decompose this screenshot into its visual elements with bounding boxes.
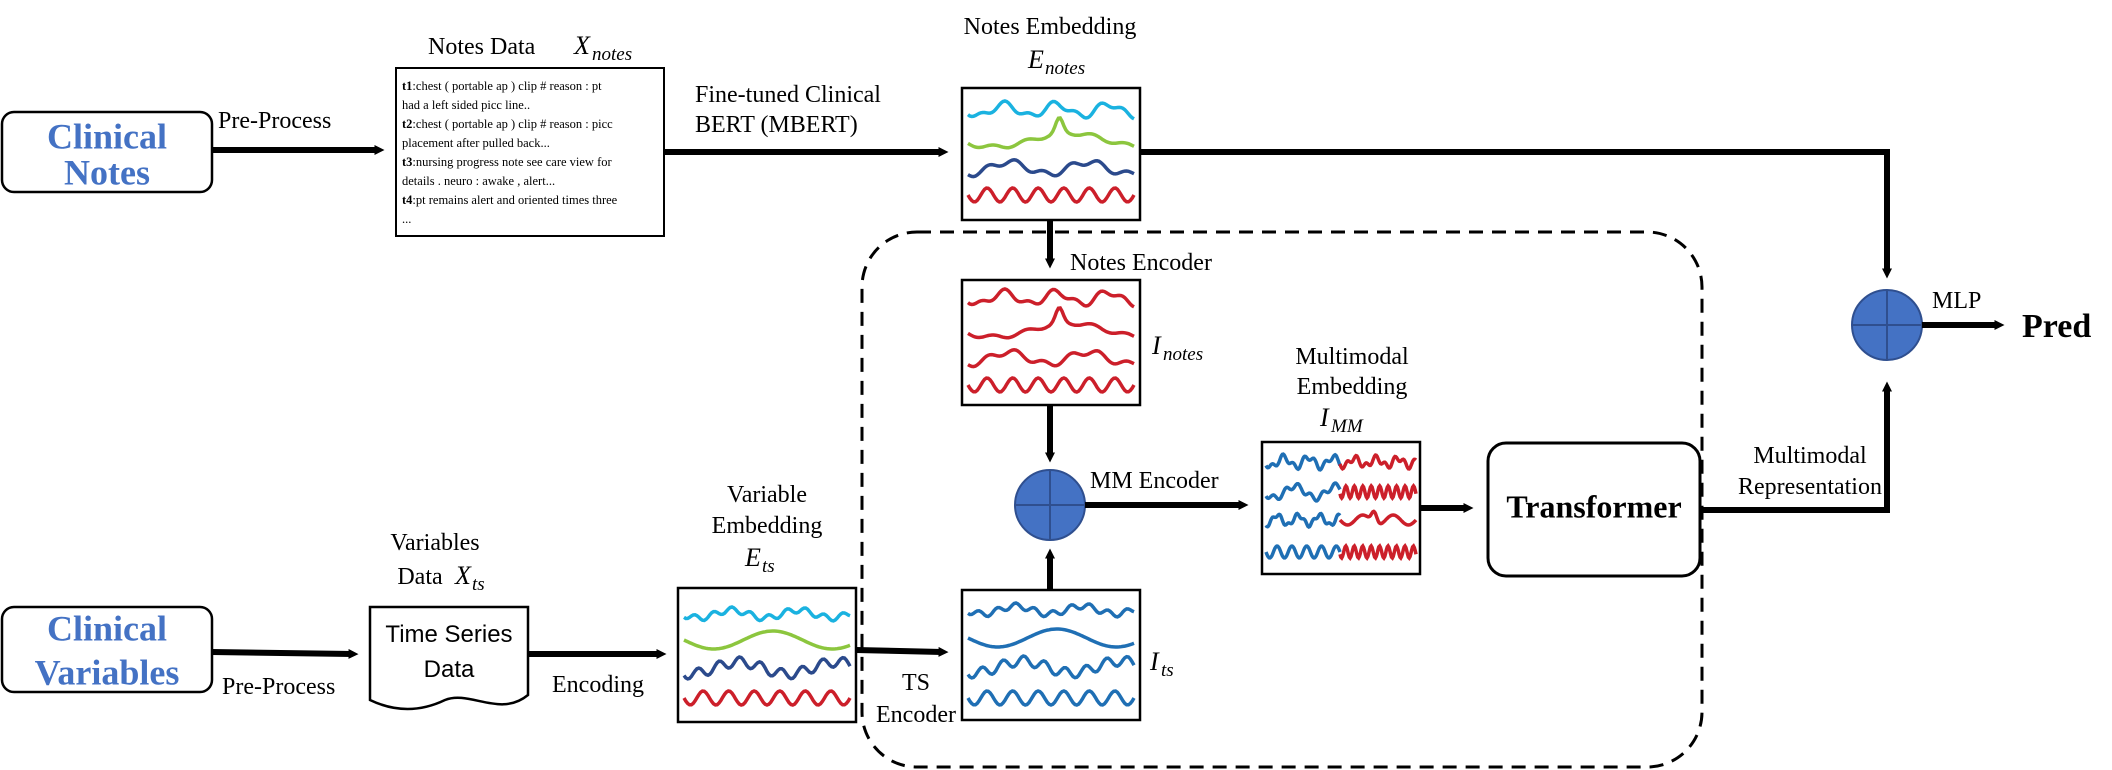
notes-data-var: X bbox=[573, 31, 591, 60]
i-ts-sub: ts bbox=[1161, 660, 1174, 681]
bert-label-2: BERT (MBERT) bbox=[695, 112, 858, 138]
mlp-fusion-node[interactable] bbox=[1851, 289, 1923, 361]
bert-label-1: Fine-tuned Clinical bbox=[695, 82, 881, 108]
waveform-line bbox=[967, 601, 1135, 619]
notes-text-line: t1:chest ( portable ap ) clip # reason :… bbox=[402, 79, 602, 93]
notes-text-line: placement after pulled back... bbox=[402, 136, 550, 150]
waveform-line bbox=[967, 116, 1135, 150]
clinical-variables-label-2: Variables bbox=[35, 652, 180, 692]
arrow-notes-to-mlp bbox=[1140, 149, 1892, 279]
notes-text-line: t2:chest ( portable ap ) clip # reason :… bbox=[402, 117, 613, 131]
i-ts-box[interactable] bbox=[960, 588, 1142, 722]
clinical-variables-label-1: Clinical bbox=[47, 608, 167, 648]
notes-data-sub: notes bbox=[592, 44, 632, 65]
variable-embedding-sub: ts bbox=[762, 556, 775, 577]
mm-embedding-sub: MM bbox=[1330, 416, 1364, 437]
waveform-line bbox=[1264, 452, 1342, 472]
waveform-line bbox=[967, 348, 1135, 369]
i-ts-waves bbox=[966, 601, 1136, 707]
notes-embedding-label: Notes Embedding bbox=[964, 14, 1137, 40]
notes-text-line: details . neuro : awake , alert... bbox=[402, 174, 555, 188]
clinical-variables-box[interactable] bbox=[0, 605, 214, 694]
mm-embedding-waves bbox=[1264, 452, 1418, 562]
i-notes-sub: notes bbox=[1163, 344, 1203, 365]
encoding-label: Encoding bbox=[552, 672, 644, 698]
waveform-line bbox=[966, 287, 1135, 309]
i-notes-box[interactable] bbox=[960, 278, 1142, 407]
variable-embedding-label-1: Variable bbox=[727, 482, 807, 508]
encoder-region bbox=[860, 230, 1704, 769]
waveform-line bbox=[1338, 453, 1418, 471]
notes-text-line: t4:pt remains alert and oriented times t… bbox=[402, 193, 618, 207]
notes-text-block: t1:chest ( portable ap ) clip # reason :… bbox=[402, 79, 618, 226]
waveform-line bbox=[966, 186, 1136, 204]
preprocess-bottom-label: Pre-Process bbox=[222, 674, 335, 700]
waveform-line bbox=[1338, 509, 1418, 527]
mm-fusion-node[interactable] bbox=[1014, 469, 1086, 541]
variables-data-sub: ts bbox=[472, 574, 485, 595]
notes-text-line: t3:nursing progress note see care view f… bbox=[402, 155, 612, 169]
transformer-label: Transformer bbox=[1506, 488, 1681, 524]
i-ts-var: I bbox=[1149, 647, 1160, 676]
clinical-notes-label-1: Clinical bbox=[47, 116, 167, 156]
variable-embedding-waves bbox=[682, 605, 852, 707]
ts-encoder-label-1: TS bbox=[902, 670, 930, 696]
notes-data-box[interactable] bbox=[395, 67, 665, 237]
mm-embedding-var: I bbox=[1319, 403, 1330, 432]
notes-embedding-waves bbox=[966, 99, 1136, 204]
waveform-line bbox=[1264, 511, 1342, 530]
waveform-line bbox=[966, 376, 1136, 394]
variable-embedding-box[interactable] bbox=[676, 586, 858, 724]
mm-embedding-label-1: Multimodal bbox=[1295, 344, 1409, 370]
waveform-line bbox=[967, 627, 1135, 649]
time-series-data-label-1: Time Series bbox=[385, 621, 512, 648]
time-series-data-label-2: Data bbox=[424, 656, 475, 683]
time-series-data-shape[interactable] bbox=[368, 605, 530, 711]
mm-encoder-label: MM Encoder bbox=[1090, 468, 1219, 494]
waveform-line bbox=[682, 655, 852, 681]
notes-data-label: Notes Data bbox=[428, 34, 536, 60]
waveform-line bbox=[683, 629, 851, 651]
variable-embedding-var: E bbox=[744, 543, 761, 572]
preprocess-top-label: Pre-Process bbox=[218, 108, 331, 134]
waveform-line bbox=[966, 654, 1136, 680]
notes-encoder-label: Notes Encoder bbox=[1070, 250, 1212, 276]
mm-embedding-label-2: Embedding bbox=[1297, 374, 1408, 400]
arrow-ts-encoder bbox=[855, 646, 949, 657]
variables-data-label-2: Data bbox=[397, 564, 443, 590]
notes-embedding-sub: notes bbox=[1045, 58, 1085, 79]
i-notes-var: I bbox=[1151, 331, 1162, 360]
notes-text-line: had a left sided picc line.. bbox=[402, 98, 530, 112]
waveform-line bbox=[1264, 481, 1342, 503]
i-notes-waves bbox=[966, 287, 1136, 394]
waveform-line bbox=[967, 158, 1135, 179]
clinical-notes-label-2: Notes bbox=[64, 152, 150, 192]
waveform-line bbox=[683, 605, 851, 623]
waveform-line bbox=[967, 306, 1135, 340]
arrow-transformer-to-mlp bbox=[1700, 381, 1892, 513]
waveform-line bbox=[1338, 542, 1418, 562]
variables-data-var: X bbox=[454, 561, 472, 590]
mlp-label: MLP bbox=[1932, 288, 1981, 314]
variables-data-label-1: Variables bbox=[390, 530, 479, 556]
notes-text-line: ... bbox=[402, 212, 411, 226]
notes-embedding-var: E bbox=[1027, 45, 1044, 74]
waveform-line bbox=[1264, 544, 1342, 560]
ts-encoder-label-2: Encoder bbox=[876, 702, 956, 728]
pred-label: Pred bbox=[2022, 308, 2091, 345]
variable-embedding-label-2: Embedding bbox=[712, 513, 823, 539]
mm-representation-label-2: Representation bbox=[1738, 474, 1882, 500]
mm-representation-label-1: Multimodal bbox=[1753, 443, 1867, 469]
waveform-line bbox=[966, 99, 1135, 121]
waveform-line bbox=[1338, 482, 1418, 502]
waveform-line bbox=[966, 689, 1136, 707]
waveform-line bbox=[682, 689, 852, 707]
arrow-variables-preprocess bbox=[211, 648, 359, 659]
